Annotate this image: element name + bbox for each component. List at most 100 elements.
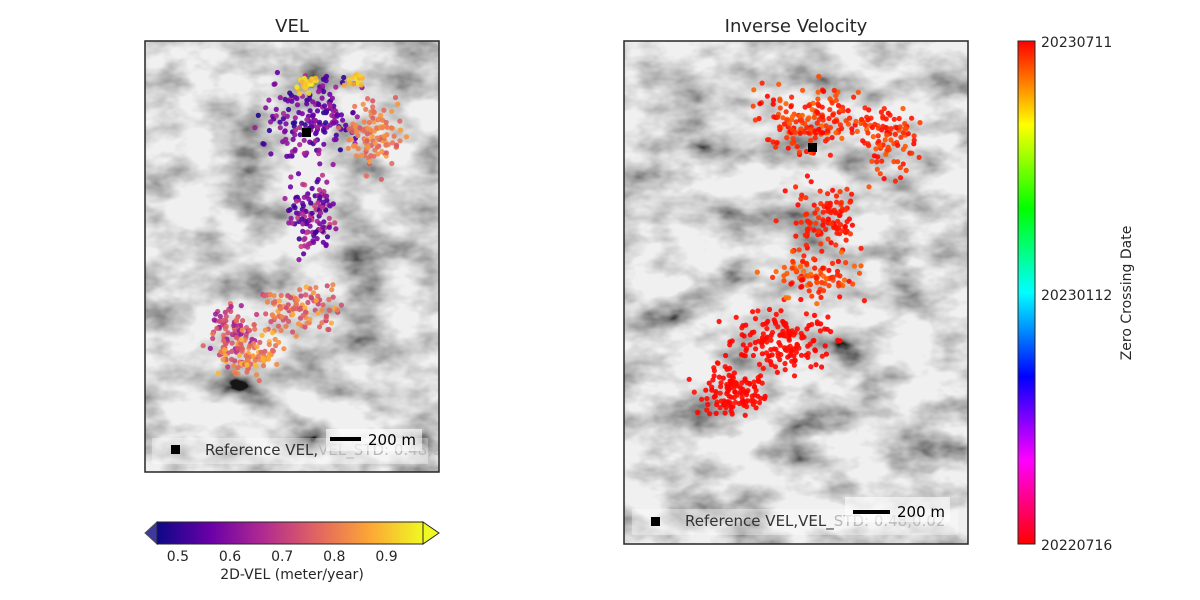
vel-scatter-point xyxy=(312,117,318,124)
inverse-velocity-scatter-point xyxy=(776,81,782,87)
inverse-velocity-scatter-point xyxy=(723,352,729,359)
vel-scatter-point xyxy=(288,174,294,180)
vel-scatter-point xyxy=(296,236,302,242)
inverse-velocity-scatter-point xyxy=(711,394,717,400)
inverse-velocity-scatter-point xyxy=(822,343,828,349)
inverse-velocity-scatter-point xyxy=(810,100,816,106)
vel-scatter-point xyxy=(290,311,296,317)
vel-scatter-point xyxy=(301,150,307,157)
inverse-velocity-scatter-point xyxy=(877,171,883,177)
inverse-velocity-scatter-point xyxy=(730,375,736,381)
inverse-velocity-scatter-point xyxy=(804,226,811,232)
vel-scatter-point xyxy=(346,126,352,132)
inverse-velocity-scatter-point xyxy=(827,96,833,102)
inverse-velocity-scatter-point xyxy=(834,272,841,278)
inverse-velocity-scatter-point xyxy=(789,265,795,271)
inverse-velocity-scatter-point xyxy=(801,253,807,259)
vel-scatter-point xyxy=(370,104,376,110)
inverse-velocity-title: Inverse Velocity xyxy=(725,16,868,37)
vel-scatter-point xyxy=(225,364,231,370)
vel-scatter-point xyxy=(320,83,326,89)
vel-scatter-point xyxy=(253,372,260,378)
vel-scatter-point xyxy=(256,378,262,384)
vel-scatter-point xyxy=(313,284,319,291)
inverse-velocity-scatter-point xyxy=(831,207,837,213)
inverse-velocity-scatter-point xyxy=(892,178,899,184)
vel-scatter-point xyxy=(369,133,375,139)
inverse-velocity-scatter-point xyxy=(799,283,805,290)
inverse-velocity-scatter-point xyxy=(750,397,756,403)
vel-scatter-point xyxy=(341,74,347,81)
vel-scatter-point xyxy=(223,313,229,320)
inverse-velocity-scatter-point xyxy=(826,115,832,122)
inverse-velocity-scatter-point xyxy=(875,133,881,139)
vel-scatter-point xyxy=(368,127,374,133)
inverse-velocity-scatter-point xyxy=(825,236,831,242)
inverse-velocity-scatter-point xyxy=(833,193,840,199)
vel-scatter-point xyxy=(284,140,290,146)
inverse-velocity-scatter-point xyxy=(784,135,790,141)
vel-scatter-point xyxy=(278,305,284,312)
vel-scatter-point xyxy=(262,348,268,354)
inverse-velocity-scatter-point xyxy=(882,137,888,143)
inverse-velocity-scatter-point xyxy=(859,116,865,122)
vel-scatter-point xyxy=(281,346,287,352)
vel-scatter-point xyxy=(268,119,274,125)
vel-scatter-point xyxy=(238,337,244,343)
vel-scatter-point xyxy=(353,128,360,135)
vel-scatter-point xyxy=(297,132,303,138)
vel-scatter-point xyxy=(282,96,288,102)
inverse-velocity-scatter-point xyxy=(740,342,746,348)
vel-scatter-point xyxy=(291,203,297,209)
vel-scatter-point xyxy=(383,119,389,125)
vel-scatter-point xyxy=(222,347,228,353)
vel-scatter-point xyxy=(320,76,326,82)
inverse-velocity-scatter-point xyxy=(815,89,821,95)
inverse-velocity-scatter-point xyxy=(796,149,802,155)
inverse-velocity-scatter-point xyxy=(819,104,825,110)
vel-scatter-point xyxy=(360,101,366,107)
inverse-velocity-scatter-point xyxy=(757,373,764,379)
inverse-velocity-scatter-point xyxy=(724,385,730,391)
inverse-velocity-scatter-point xyxy=(813,220,819,226)
vel-scatter-point xyxy=(321,219,327,225)
vel-scatter-point xyxy=(255,112,261,118)
inverse-velocity-scatter-point xyxy=(755,308,761,314)
vel-scatter-point xyxy=(239,327,245,333)
inverse-velocity-scatter-point xyxy=(897,124,903,130)
inverse-velocity-scatter-point xyxy=(845,108,851,114)
vel-scatter-point xyxy=(333,132,339,138)
inverse-velocity-scatter-point xyxy=(727,339,733,345)
inverse-velocity-scatter-points xyxy=(686,73,923,418)
vel-scatter-point xyxy=(363,173,369,179)
vel-scatter-point xyxy=(350,143,356,149)
vel-scatter-point xyxy=(301,194,307,200)
inverse-velocity-scatter-point xyxy=(801,334,807,340)
vel-scatter-point xyxy=(312,138,318,144)
vel-scatter-point xyxy=(323,313,329,319)
inverse-velocity-scatter-point xyxy=(772,319,778,325)
inverse-velocity-scatter-point xyxy=(759,80,765,86)
vel-scatter-point xyxy=(213,311,219,317)
vel-scatter-point xyxy=(314,179,320,185)
vel-scatter-point xyxy=(263,105,269,111)
inverse-velocity-scatter-point xyxy=(900,105,906,112)
inverse-velocity-scatter-point xyxy=(756,400,763,406)
vel-scatter-point xyxy=(353,153,360,159)
vel-colorbar-extend-max xyxy=(422,521,440,545)
inverse-velocity-scatter-point xyxy=(843,260,849,266)
inverse-velocity-scatter-point xyxy=(776,340,782,346)
vel-scatter-point xyxy=(259,332,265,338)
inverse-velocity-scatter-point xyxy=(858,263,864,269)
inverse-velocity-scatter-point xyxy=(829,260,836,266)
inverse-velocity-scatter-point xyxy=(766,353,772,359)
inverse-velocity-scatter-point xyxy=(732,399,739,405)
inverse-velocity-scatter-point xyxy=(789,94,795,100)
vel-scatter-point xyxy=(273,113,279,119)
inverse-velocity-scatter-point xyxy=(837,189,843,195)
inverse-velocity-scatter-point xyxy=(802,121,808,127)
vel-scatter-point xyxy=(297,142,303,148)
inverse-velocity-scatter-point xyxy=(865,130,871,136)
vel-scatter-point xyxy=(323,120,329,126)
inverse-velocity-scatter-point xyxy=(865,141,871,147)
